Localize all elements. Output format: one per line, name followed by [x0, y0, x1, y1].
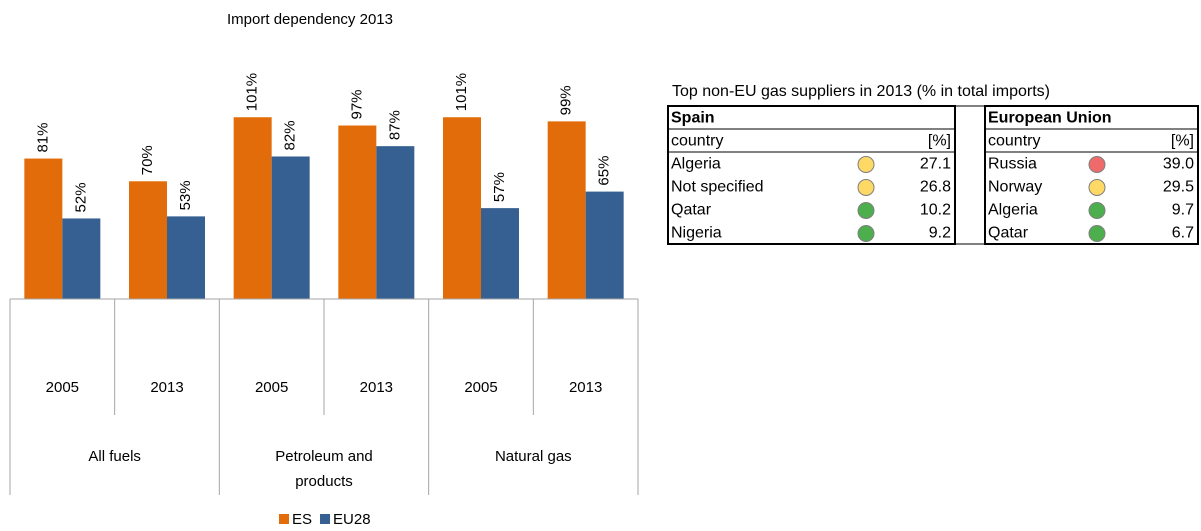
legend-label: EU28: [333, 511, 371, 528]
country: Nigeria: [671, 225, 722, 242]
country: Norway: [988, 179, 1042, 196]
column-header: country: [671, 133, 723, 150]
table-panel: [667, 105, 956, 245]
value-label: 52%: [72, 182, 89, 212]
share: 10.2: [920, 202, 951, 219]
panel-name: Spain: [671, 110, 715, 127]
status-dot: [857, 202, 875, 219]
table-panel: [984, 105, 1199, 245]
country: Qatar: [988, 225, 1029, 242]
share: 26.8: [920, 179, 951, 196]
legend-swatch: [279, 514, 289, 524]
status-dot: [1088, 156, 1106, 173]
group-label: Natural gas: [495, 448, 572, 465]
status-dot: [857, 156, 875, 173]
group-label: Petroleum and products: [275, 448, 373, 490]
x-tick-label: 2005: [255, 379, 288, 396]
x-tick-label: 2005: [46, 379, 79, 396]
value-label: 53%: [177, 180, 194, 210]
table: Top non-EU gas suppliers in 2013 (% in t…: [667, 83, 1199, 245]
bar: [24, 158, 63, 299]
status-dot: [1088, 179, 1106, 196]
share: 27.1: [920, 156, 951, 173]
x-tick-label: 2005: [464, 379, 497, 396]
panel-name: European Union: [988, 110, 1112, 127]
country: Russia: [988, 156, 1037, 173]
share: 6.7: [1172, 225, 1194, 242]
status-dot: [1088, 225, 1106, 242]
value-label: 70%: [139, 145, 156, 175]
value-label: 101%: [244, 73, 261, 111]
legend-swatch: [320, 514, 331, 524]
table-gap: [954, 105, 986, 245]
x-tick-label: 2013: [150, 379, 183, 396]
country: Qatar: [671, 202, 712, 219]
group-label: All fuels: [88, 448, 141, 465]
value-label: 81%: [34, 123, 51, 153]
chart-title: Import dependency 2013: [227, 11, 393, 28]
value-label: 101%: [453, 73, 470, 111]
share: 39.0: [1163, 156, 1194, 173]
bar: [129, 181, 167, 299]
table-title: Top non-EU gas suppliers in 2013 (% in t…: [672, 83, 1050, 100]
bar: [481, 208, 519, 299]
value-label: 57%: [491, 172, 508, 202]
status-dot: [1088, 202, 1106, 219]
legend-label: ES: [292, 511, 312, 528]
bar: [585, 191, 624, 299]
value-label: 65%: [596, 156, 613, 186]
share: 9.7: [1172, 202, 1194, 219]
x-tick-label: 2013: [569, 379, 602, 396]
bar: [62, 218, 101, 299]
status-dot: [857, 179, 875, 196]
status-dot: [857, 225, 875, 242]
bar: [167, 216, 205, 299]
column-header: [%]: [1171, 133, 1194, 150]
value-label: 99%: [558, 85, 575, 115]
country: Algeria: [671, 156, 721, 173]
column-header: country: [988, 133, 1040, 150]
column-header: [%]: [928, 133, 951, 150]
bar: [233, 117, 272, 300]
x-tick-label: 2013: [360, 379, 393, 396]
bar: [271, 156, 310, 299]
share: 9.2: [929, 225, 951, 242]
share: 29.5: [1163, 179, 1194, 196]
value-label: 87%: [386, 110, 403, 140]
value-label: 82%: [282, 120, 299, 150]
bar: [443, 117, 481, 300]
value-label: 97%: [348, 89, 365, 119]
bar: [547, 121, 586, 299]
bar: [338, 125, 377, 299]
country: Not specified: [671, 179, 764, 196]
country: Algeria: [988, 202, 1038, 219]
bar: [376, 146, 415, 299]
